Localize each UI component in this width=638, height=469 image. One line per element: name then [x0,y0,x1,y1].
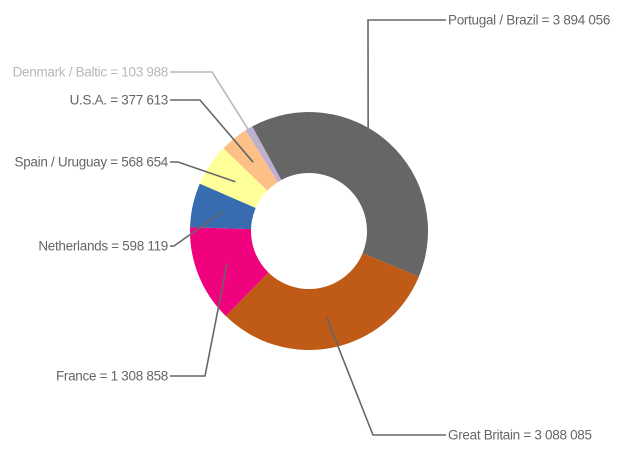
slice-great-britain [225,253,419,351]
leader-line-france [170,263,228,377]
leader-lines-layer [170,19,446,436]
slice-france [190,227,269,317]
leader-line-spain-uruguay [170,161,236,183]
slice-label-netherlands: Netherlands = 598 119 [38,239,168,254]
slice-label-spain-uruguay: Spain / Uruguay = 568 654 [15,155,169,170]
leader-line-great-britain [325,317,446,436]
leader-line-u-s-a [170,99,254,163]
slice-label-france: France = 1 308 858 [56,369,168,384]
slice-portugal-brazil [252,111,429,277]
slice-label-portugal-brazil: Portugal / Brazil = 3 894 056 [448,13,610,28]
slice-label-denmark-baltic: Denmark / Baltic = 103 988 [13,65,168,80]
slice-label-great-britain: Great Britain = 3 088 085 [448,428,592,443]
leader-line-portugal-brazil [367,19,446,166]
slice-label-u-s-a: U.S.A. = 377 613 [70,93,168,108]
slice-netherlands [190,183,256,230]
slice-spain-uruguay [199,148,268,208]
slices-layer [190,111,429,351]
slice-labels-layer: Portugal / Brazil = 3 894 056 Great Brita… [13,13,611,443]
leader-line-denmark-baltic [170,71,265,156]
leader-line-netherlands [170,211,224,247]
